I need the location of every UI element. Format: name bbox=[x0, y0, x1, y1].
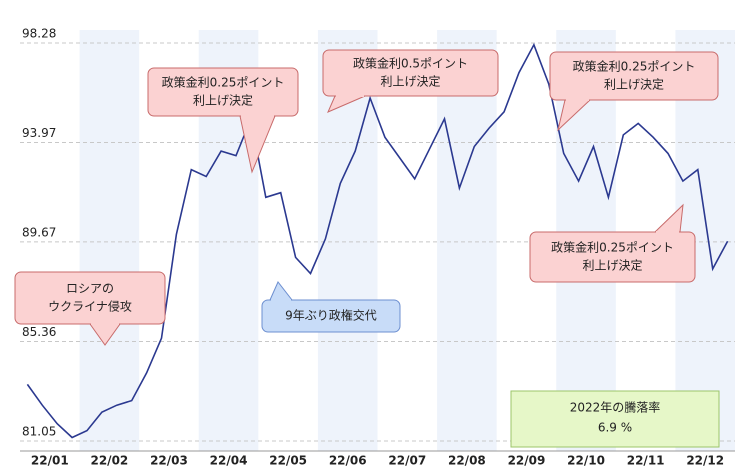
result-value: 6.9 % bbox=[598, 421, 632, 435]
price-line bbox=[26, 42, 729, 439]
month-band bbox=[79, 30, 140, 451]
y-tick-label: 93.97 bbox=[22, 126, 56, 140]
result-box bbox=[510, 390, 720, 448]
callout-text: 利上げ決定 bbox=[193, 93, 253, 108]
month-band bbox=[437, 30, 497, 451]
callout-text: 政策金利0.5ポイント bbox=[353, 56, 468, 71]
callout-box bbox=[322, 49, 499, 97]
callout-box bbox=[261, 299, 401, 333]
y-tick-label: 98.28 bbox=[22, 27, 56, 41]
x-tick-label: 22/03 bbox=[150, 454, 188, 468]
x-tick-label: 22/07 bbox=[388, 454, 426, 468]
x-tick-label: 22/01 bbox=[31, 454, 69, 468]
callout-text: 政策金利0.25ポイント bbox=[162, 75, 285, 90]
callout-text: 政策金利0.25ポイント bbox=[573, 59, 696, 74]
callout-text: 利上げ決定 bbox=[380, 74, 440, 89]
result-title: 2022年の騰落率 bbox=[570, 400, 661, 415]
x-tick-label: 22/05 bbox=[269, 454, 307, 468]
x-tick-label: 22/09 bbox=[508, 454, 546, 468]
callout-box bbox=[529, 231, 696, 283]
callout: 9年ぶり政権交代 bbox=[261, 281, 401, 333]
x-tick-label: 22/02 bbox=[90, 454, 128, 468]
callout-box bbox=[14, 271, 166, 325]
callout-text: ロシアの bbox=[66, 282, 114, 296]
x-tick-label: 22/06 bbox=[329, 454, 367, 468]
x-tick-label: 22/10 bbox=[567, 454, 605, 468]
callout-text: 政策金利0.25ポイント bbox=[551, 240, 674, 255]
y-tick-label: 85.36 bbox=[22, 325, 56, 339]
y-tick-label: 89.67 bbox=[22, 225, 56, 239]
x-tick-label: 22/04 bbox=[210, 454, 248, 468]
callout-text: 利上げ決定 bbox=[604, 77, 664, 92]
x-tick-label: 22/11 bbox=[627, 454, 665, 468]
x-tick-label: 22/12 bbox=[686, 454, 724, 468]
y-tick-label: 81.05 bbox=[22, 425, 56, 439]
callout-text: ウクライナ侵攻 bbox=[48, 299, 132, 314]
callout-text: 利上げ決定 bbox=[582, 258, 642, 273]
callout-box bbox=[549, 51, 719, 101]
x-tick-label: 22/08 bbox=[448, 454, 486, 468]
callout-text: 9年ぶり政権交代 bbox=[285, 308, 377, 323]
callout-box bbox=[147, 67, 299, 117]
